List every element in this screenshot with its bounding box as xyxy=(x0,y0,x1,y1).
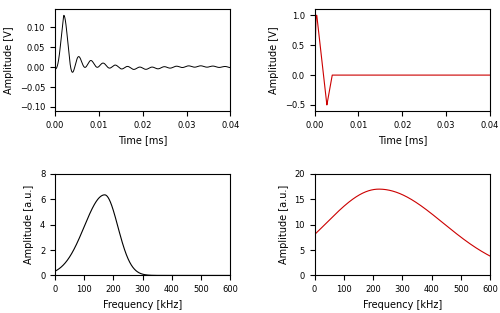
X-axis label: Frequency [kHz]: Frequency [kHz] xyxy=(103,300,182,310)
Y-axis label: Amplitude [V]: Amplitude [V] xyxy=(269,26,279,94)
X-axis label: Time [ms]: Time [ms] xyxy=(118,135,168,145)
Y-axis label: Amplitude [a.u.]: Amplitude [a.u.] xyxy=(24,185,34,264)
X-axis label: Frequency [kHz]: Frequency [kHz] xyxy=(362,300,442,310)
Y-axis label: Amplitude [a.u.]: Amplitude [a.u.] xyxy=(279,185,289,264)
Y-axis label: Amplitude [V]: Amplitude [V] xyxy=(4,26,15,94)
X-axis label: Time [ms]: Time [ms] xyxy=(378,135,427,145)
